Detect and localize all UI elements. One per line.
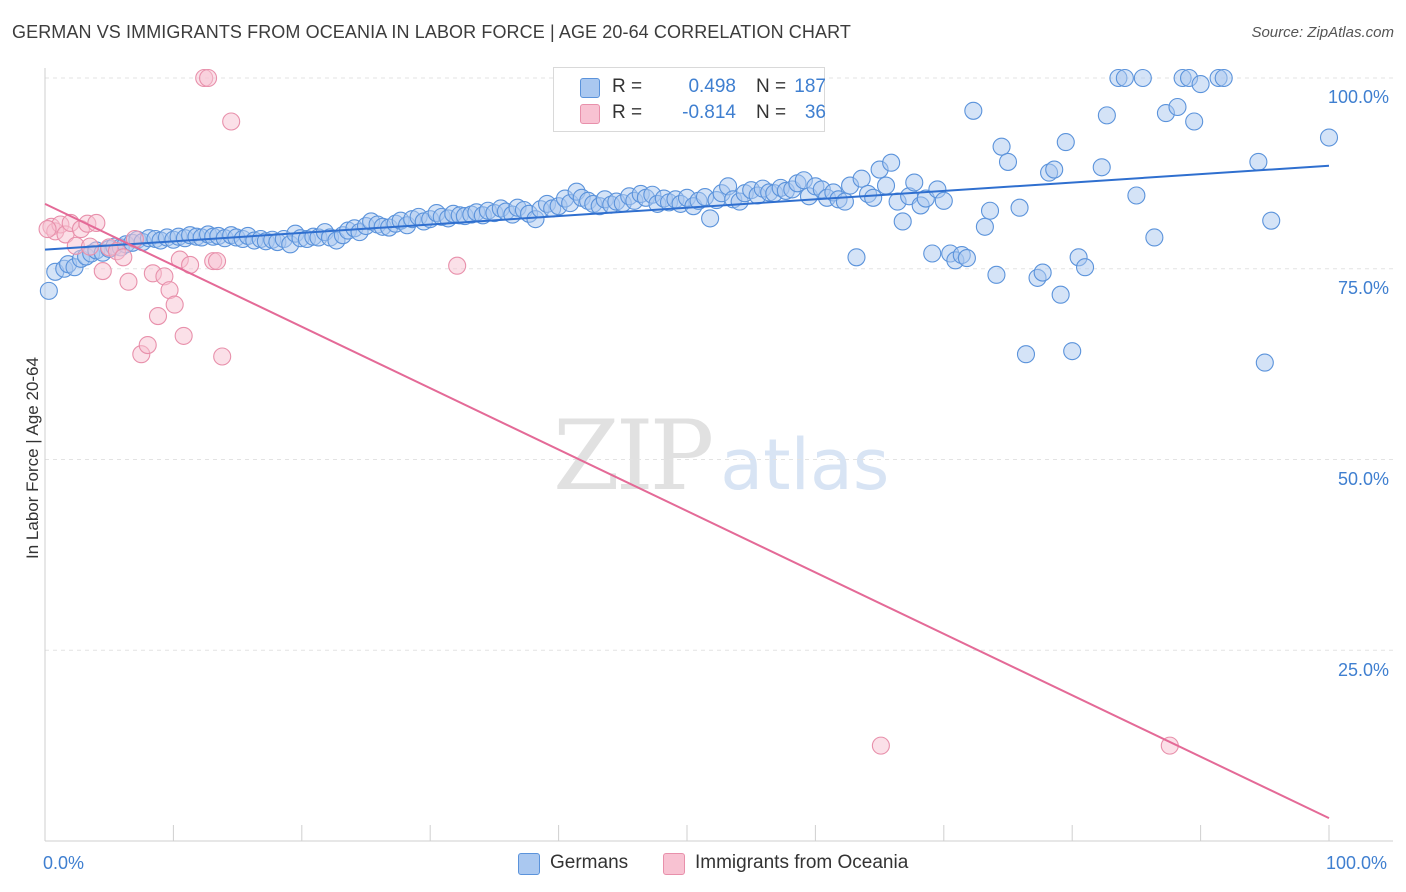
oceania-trend-line (44, 202, 1330, 820)
watermark: ZIP atlas (553, 400, 889, 512)
germans-point (1319, 128, 1339, 147)
germans-point (987, 265, 1006, 284)
germans-trend-line (44, 164, 1330, 251)
legend-r-value: 0.498 (688, 76, 736, 97)
bottom-legend-swatch-blue (518, 853, 540, 875)
germans-point (852, 169, 871, 188)
germans-point (957, 249, 976, 268)
germans-point (1214, 68, 1233, 88)
bottom-legend-label: Germans (550, 852, 629, 873)
y-tick-50: 50.0% (1338, 469, 1390, 489)
x-tick-max: 100.0% (1326, 853, 1388, 873)
germans-point (39, 281, 58, 300)
bottom-legend-swatch-pink (663, 853, 685, 875)
legend-n-value: 36 (804, 102, 826, 123)
germans-point (1133, 68, 1152, 88)
germans-point (1056, 133, 1075, 152)
oceania-point (119, 272, 138, 291)
germans-point (923, 244, 942, 263)
oceania-point (208, 252, 227, 271)
y-tick-25: 25.0% (1338, 660, 1390, 680)
y-axis-label: In Labor Force | Age 20-64 (23, 357, 42, 559)
germans-point (992, 137, 1011, 156)
germans-point (998, 152, 1018, 171)
germans-point (1262, 211, 1281, 230)
germans-point (1016, 345, 1036, 364)
germans-point (1010, 198, 1029, 217)
legend-r-label: R = (612, 76, 643, 97)
legend-n-label: N = (756, 102, 787, 123)
oceania-point (148, 307, 168, 326)
germans-point (1249, 152, 1268, 171)
germans-point (1168, 97, 1187, 117)
oceania-point (871, 736, 890, 755)
germans-point (701, 209, 720, 228)
legend-r-value: -0.814 (682, 102, 736, 123)
legend-n-value: 187 (794, 76, 826, 97)
oceania-point (165, 295, 184, 314)
oceania-point (213, 347, 232, 366)
germans-point (1092, 158, 1111, 177)
germans-point (847, 248, 866, 267)
germans-point (934, 191, 953, 210)
watermark-atlas: atlas (720, 424, 890, 506)
bottom-legend-label: Immigrants from Oceania (695, 852, 909, 873)
x-tick-min: 0.0% (43, 853, 85, 873)
germans-point (893, 212, 912, 231)
germans-point (1185, 112, 1204, 131)
oceania-point (222, 112, 241, 131)
germans-point (964, 101, 983, 120)
germans-point (1051, 285, 1070, 304)
germans-point (1191, 75, 1210, 94)
oceania-point (448, 256, 467, 275)
germans-point (1075, 258, 1095, 277)
oceania-point (93, 261, 112, 281)
germans-point (1063, 342, 1082, 361)
axes (44, 68, 1393, 842)
germans-point (1127, 186, 1146, 205)
chart-title: GERMAN VS IMMIGRANTS FROM OCEANIA IN LAB… (12, 22, 851, 42)
gridlines (45, 77, 1393, 651)
oceania-points (38, 68, 1179, 755)
germans-point (876, 176, 896, 195)
oceania-point (138, 335, 157, 355)
trend-lines (44, 164, 1330, 820)
germans-point (835, 192, 854, 211)
oceania-point (199, 68, 218, 88)
germans-point (1097, 106, 1116, 125)
germans-point (1145, 228, 1164, 247)
legend-swatch-pink (580, 104, 600, 124)
oceania-point (38, 220, 57, 239)
legend-r-label: R = (612, 102, 643, 123)
oceania-point (114, 248, 133, 267)
germans-point (864, 188, 883, 207)
legend-swatch-blue (580, 78, 600, 98)
y-tick-75: 75.0% (1338, 278, 1390, 298)
legend-n-label: N = (756, 76, 787, 97)
germans-point (1045, 160, 1064, 179)
watermark-zip: ZIP (553, 400, 714, 512)
source-credit: Source: ZipAtlas.com (1251, 24, 1394, 41)
oceania-point (174, 326, 193, 345)
germans-points (39, 68, 1339, 372)
germans-point (905, 173, 924, 192)
germans-point (980, 201, 1000, 220)
germans-point (1255, 353, 1274, 372)
germans-point (1033, 263, 1052, 282)
stats-legend: R = 0.498 N = 187 R = -0.814 N = 36 (553, 67, 826, 132)
germans-point (1115, 68, 1134, 88)
germans-point (882, 153, 901, 172)
y-tick-100: 100.0% (1328, 87, 1390, 107)
germans-point (975, 217, 994, 236)
